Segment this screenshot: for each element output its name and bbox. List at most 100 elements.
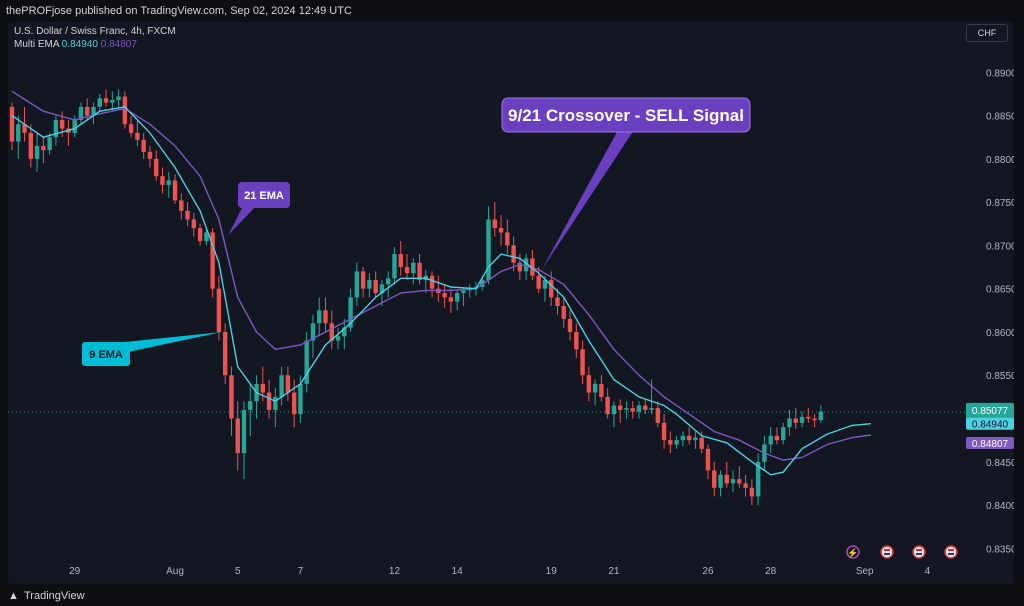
candle-body [781,427,786,441]
candle-body [342,327,347,337]
x-tick-label: 19 [546,566,558,577]
candle-body [617,405,623,410]
candle-body [53,119,59,138]
candle-body [668,440,673,445]
candle-body [266,392,272,410]
ema21-axis-label-box [966,436,1014,449]
symbol-label[interactable]: U.S. Dollar / Swiss Franc, 4h, FXCM [14,26,176,37]
candle-body [172,180,178,201]
candle-body [755,461,761,497]
candle-body [260,383,265,393]
candle-body [9,106,15,142]
crossover-pointer [541,130,634,270]
candle-body [47,137,52,151]
ema21-callout-box [238,182,290,208]
candle-body [392,254,397,279]
us-flag-stripe [884,553,890,555]
candle-body [448,297,454,302]
candle-body [486,219,491,281]
x-tick-label: 14 [452,566,464,577]
candle-body [674,440,679,445]
ema9-callout-text: 9 EMA [89,349,123,361]
candle-body [317,310,322,324]
tradingview-logo-icon[interactable]: ▲ [8,590,19,602]
x-tick-label: 26 [702,566,714,577]
candle-body [154,158,159,177]
indicator-row[interactable]: Multi EMA 0.84940 0.84807 [14,38,176,51]
candle-body [693,437,698,441]
candle-body [166,180,171,185]
candle-body [197,228,203,242]
candle-body [686,435,692,441]
candle-body [530,258,535,276]
candle-body [611,405,617,415]
candle-body [580,349,585,376]
candle-body [712,470,717,488]
candle-body [806,416,811,419]
candle-body [442,293,447,298]
candle-body [91,106,96,116]
publish-header-text: thePROFjose published on TradingView.com… [6,5,352,17]
candle-body [774,435,780,441]
ema-fast-value: 0.84940 [61,39,98,50]
candle-body [373,280,378,294]
candle-body [85,106,90,116]
candle-body [323,310,328,324]
x-tick-label: Sep [856,566,874,577]
x-tick-label: 7 [298,566,304,577]
candle-body [34,145,40,159]
current-price-value: 0.85077 [972,406,1009,417]
currency-selector[interactable]: CHF [966,24,1008,42]
candle-body [705,448,711,471]
candle-body [592,383,598,393]
candle-body [505,232,510,246]
publish-header: thePROFjose published on TradingView.com… [0,0,1024,22]
candle-body [812,418,817,421]
candle-body [480,280,485,287]
candle-body [567,318,573,332]
candle-body [768,435,773,445]
candle-body [310,323,316,341]
candle-body [135,132,140,140]
candle-body [429,275,435,289]
candle-body [398,254,403,268]
candle-body [411,262,416,274]
candle-body [724,474,729,484]
candle-body [279,375,284,397]
candle-body [285,375,291,393]
candle-body [730,479,736,484]
candle-body [147,151,153,159]
ema21-line [11,90,872,461]
lightning-event-icon [846,545,860,559]
brand-label[interactable]: TradingView [24,590,85,602]
candle-body [404,267,410,274]
candle-body [599,383,604,397]
candle-body [241,409,247,454]
candle-body [354,271,360,298]
candle-body [624,408,629,410]
candle-body [229,375,234,419]
candle-body [273,396,278,410]
x-tick-label: 5 [235,566,241,577]
candle-body [699,437,704,449]
candle-body [128,124,134,133]
candle-body [141,139,146,152]
us-flag-stripe [916,553,922,555]
candle-body [743,483,748,488]
candle-body [304,340,309,384]
candle-body [818,411,824,421]
candle-body [335,336,341,341]
crossover-callout-text: 9/21 Crossover - SELL Signal [508,106,744,125]
candle-body [210,232,215,289]
us-flag-stripe [916,549,922,551]
ema-slow-value: 0.84807 [100,39,137,50]
ema9-pointer [124,331,223,352]
candle-body [16,124,21,142]
